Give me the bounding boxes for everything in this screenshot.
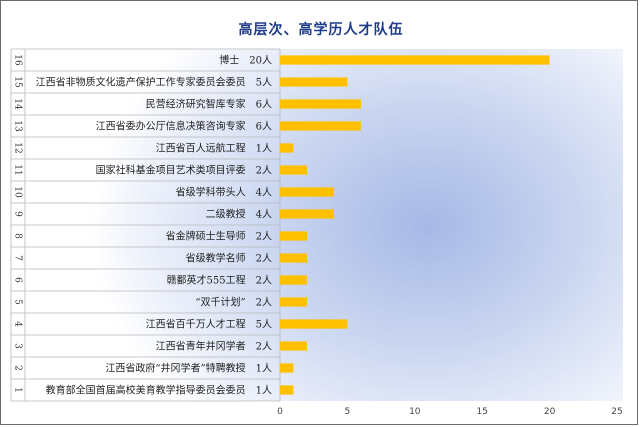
row-index: 1 bbox=[13, 387, 23, 393]
category-label: 江西省百人远航工程 1人 bbox=[156, 142, 272, 155]
bar bbox=[280, 363, 294, 373]
category-label: 江西省政府“井冈学者”特聘教授 1人 bbox=[105, 362, 272, 375]
row-index: 4 bbox=[13, 321, 23, 327]
category-label: 江西省非物质文化遗产保护工作专家委员会委员 5人 bbox=[36, 76, 272, 89]
row-index: 6 bbox=[13, 277, 23, 283]
row-index: 2 bbox=[13, 365, 23, 371]
row-index: 12 bbox=[13, 142, 23, 153]
bar bbox=[280, 165, 307, 175]
bar bbox=[280, 385, 294, 395]
bar bbox=[280, 231, 307, 241]
bar bbox=[280, 143, 294, 153]
row-index: 8 bbox=[13, 233, 23, 239]
chart-title: 高层次、高学历人才队伍 bbox=[238, 22, 404, 38]
row-index: 10 bbox=[13, 186, 23, 198]
bar bbox=[280, 297, 307, 307]
bar bbox=[280, 319, 348, 329]
row-index: 14 bbox=[13, 98, 23, 110]
row-index: 9 bbox=[13, 211, 23, 217]
x-tick-label: 20 bbox=[544, 407, 556, 417]
bar bbox=[280, 253, 307, 263]
row-index: 11 bbox=[13, 164, 23, 175]
bar bbox=[280, 209, 334, 219]
row-index: 7 bbox=[13, 255, 23, 261]
category-label: 江西省百千万人才工程 5人 bbox=[146, 318, 272, 331]
category-label: 省级教学名师 2人 bbox=[186, 252, 272, 265]
x-tick-label: 5 bbox=[345, 407, 351, 417]
x-tick-label: 10 bbox=[409, 407, 421, 417]
category-label: 省级学科带头人 4人 bbox=[176, 186, 272, 199]
category-label: 江西省青年井冈学者 2人 bbox=[156, 340, 272, 353]
category-label: 赣鄱英才555工程 2人 bbox=[167, 274, 272, 287]
x-tick-label: 15 bbox=[476, 407, 487, 417]
category-label: 民营经济研究智库专家 6人 bbox=[146, 98, 272, 111]
bar bbox=[280, 187, 334, 197]
category-label: 江西省委办公厅信息决策咨询专家 6人 bbox=[96, 120, 272, 133]
bar bbox=[280, 55, 550, 65]
bar bbox=[280, 275, 307, 285]
category-label: “双千计划” 2人 bbox=[195, 296, 272, 309]
x-tick-label: 0 bbox=[277, 407, 283, 417]
bar bbox=[280, 121, 361, 131]
row-index: 15 bbox=[13, 76, 23, 88]
row-index: 13 bbox=[13, 120, 23, 132]
bar bbox=[280, 341, 307, 351]
row-index: 16 bbox=[13, 54, 23, 66]
category-label: 国家社科基金项目艺术类项目评委 2人 bbox=[96, 164, 272, 177]
row-index: 3 bbox=[13, 343, 23, 349]
bar bbox=[280, 77, 348, 87]
category-label: 省金牌硕士生导师 2人 bbox=[166, 230, 272, 243]
category-label: 二级教授 4人 bbox=[206, 208, 272, 221]
bar bbox=[280, 99, 361, 109]
x-tick-label: 25 bbox=[611, 407, 622, 417]
category-label: 教育部全国首届高校美育教学指导委员会委员 1人 bbox=[46, 384, 272, 397]
row-index: 5 bbox=[13, 299, 23, 305]
category-label: 博士 20人 bbox=[219, 54, 272, 67]
